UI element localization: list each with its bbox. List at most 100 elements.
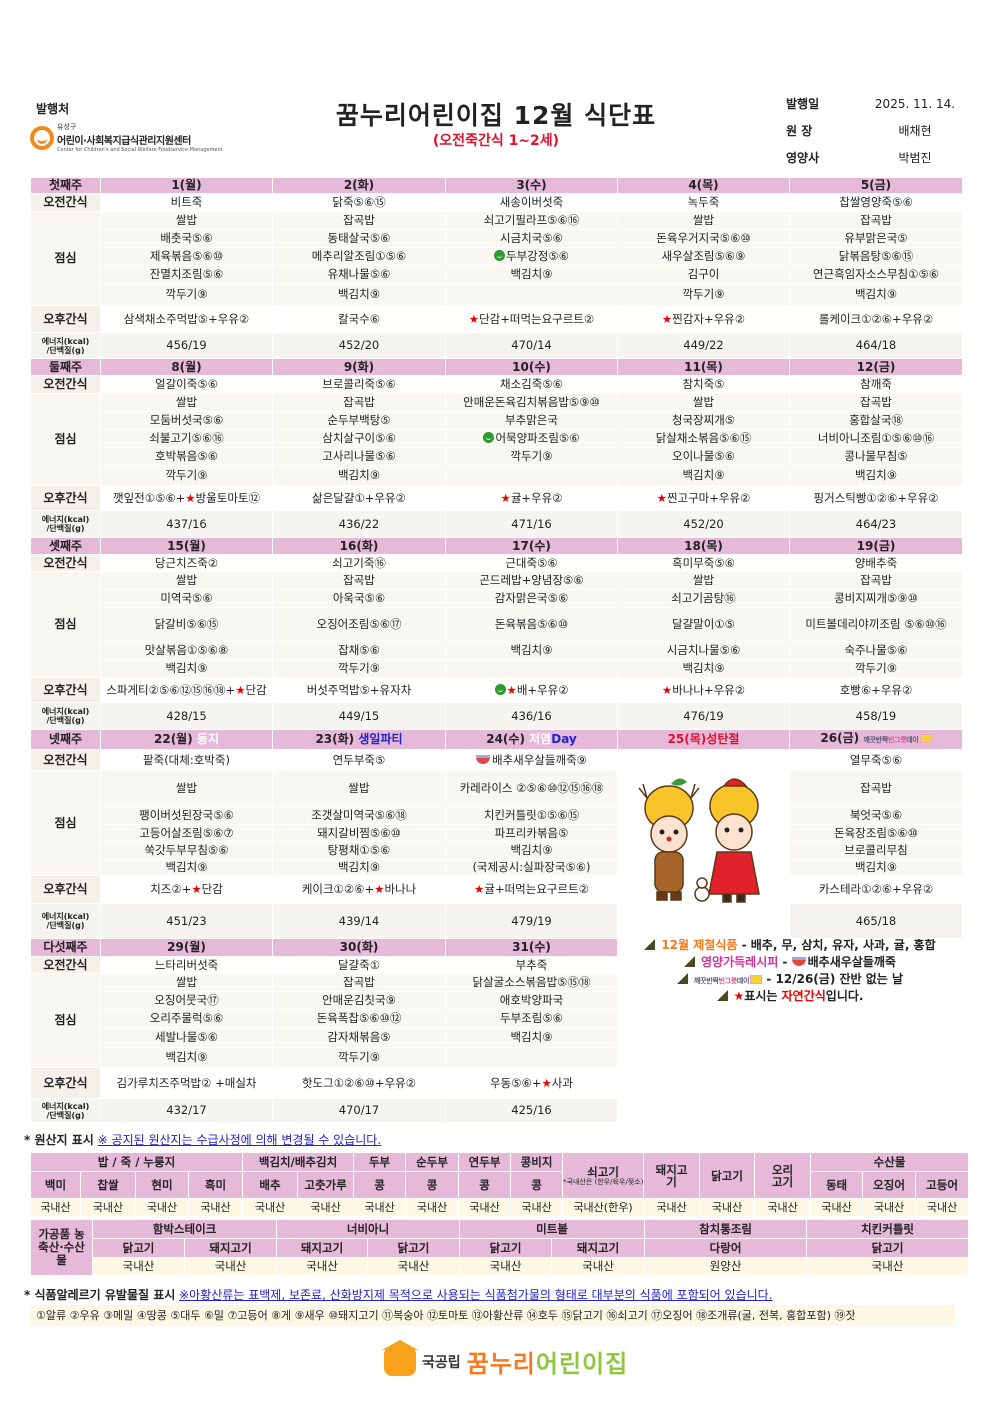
page-subtitle: (오전죽간식 1~2세): [432, 133, 560, 149]
lunch-item-cell: 유부맑은국⑤: [789, 229, 963, 248]
day-date: 16(화): [339, 538, 379, 553]
morning-snack-cell: 비트죽: [100, 193, 273, 212]
row-label: 점심: [30, 973, 101, 1068]
lunch-item-cell: 달걀말이①⑤: [617, 607, 790, 642]
menu-item-text: 깍두기⑨: [165, 287, 208, 301]
menu-item-text: 달걀말이①⑤: [672, 617, 735, 631]
afternoon-snack-cell: ★귤+우유②: [445, 485, 618, 511]
lunch-item-cell: 홍합살국⑱: [789, 411, 963, 430]
morning-snack-row: 오전간식 얼갈이죽⑤⑥ 브로콜리죽⑤⑥ 채소김죽⑤⑥ 참치죽⑤ 참깨죽: [30, 375, 963, 394]
menu-item-text: 오리주물럭⑤⑥: [149, 1011, 224, 1025]
lunch-item-cell: 맛살볶음①⑤⑥⑧: [100, 641, 273, 660]
lunch-item-cell: 백김치⑨: [272, 465, 446, 486]
week-header-row: 첫째주 1(월) 2(화) 3(수) 4(목) 5(금): [30, 177, 963, 194]
note-seasonal: 12월 제철식품 - 배추, 무, 삼치, 유자, 사과, 귤, 홍합: [620, 939, 960, 957]
menu-item-text: 깍두기⑨: [165, 468, 208, 482]
afternoon-snack-cell: 호빵⑥+우유②: [789, 677, 963, 703]
menu-item-text: 찐고구마+우유②: [666, 490, 751, 505]
morning-snack-cell: 느타리버섯죽: [100, 956, 273, 974]
lunch-item-cell: 삼치살구이⑤⑥: [272, 429, 446, 448]
publisher-label: 발행처: [36, 102, 70, 116]
menu-item-text: 순두부백탕⑤: [327, 413, 391, 427]
origin-heading: * 원산지 표시 ※ 공지된 원산지는 수급사정에 의해 변경될 수 있습니다.: [24, 1131, 381, 1148]
energy-row: 에너지(kcal)/단백질(g) 432/17 470/17 425/16: [30, 1098, 963, 1123]
page-title: 꿈누리어린이집 12월 식단표: [335, 101, 657, 130]
menu-item-text: 녹두죽: [687, 195, 720, 209]
menu-item-text: 삼색채소주먹밥⑤+우유②: [123, 311, 250, 326]
energy-value: 458/19: [789, 702, 963, 730]
lunch-row: 깍두기⑨ 백김치⑨ 깍두기⑨ 백김치⑨: [31, 283, 963, 306]
day-header: 31(수): [445, 938, 618, 957]
lunch-row: 배춧국⑤⑥ 동태살국⑤⑥ 시금치국⑤⑥ 돈육우거지국⑤⑥⑩ 유부맑은국⑤: [31, 229, 963, 248]
energy-value: 470/17: [272, 1098, 446, 1123]
row-label: 에너지(kcal)/단백질(g): [30, 702, 101, 730]
week-header-row: 셋째주 15(월) 16(화) 17(수) 18(목) 19(금): [30, 537, 963, 555]
menu-item-text: 바나나+우유②: [672, 682, 746, 697]
menu-item-text: 채소김죽⑤⑥: [500, 377, 563, 391]
lunch-row: 고등어살조림⑤⑥⑦ 돼지갈비찜⑤⑥⑩ 파프리카볶음⑤ 돈육장조림⑤⑥⑩: [31, 824, 963, 842]
notes-panel: 12월 제철식품 - 배추, 무, 삼치, 유자, 사과, 귤, 홍합 영양가득레…: [617, 938, 963, 1123]
note-text: 입니다.: [825, 989, 864, 1003]
origin-value: 국내산: [643, 1198, 701, 1217]
menu-item-text: 애호박양파국: [499, 993, 564, 1007]
allergy-notice-link[interactable]: ※아황산류는 표백제, 보존료, 산화방지제 목적으로 사용되는 식품첨가물의 …: [179, 1288, 773, 1302]
day-header: 12(금): [789, 358, 963, 376]
energy-label: 에너지(kcal): [41, 515, 90, 524]
row-label: 오전간식: [30, 554, 101, 572]
origin-value: 국내산: [458, 1198, 512, 1217]
lunch-item-cell: 메추리알조림①⑤⑥: [272, 247, 446, 266]
day-date: 25(목)성탄절: [667, 732, 740, 746]
menu-item-text: 동태살국⑤⑥: [327, 231, 391, 245]
row-label: 오후간식: [30, 305, 101, 333]
issue-meta: 발행일 2025. 11. 14. 원 장 배채현 영양사 박범진: [786, 90, 970, 171]
afternoon-snack-cell: ★귤+떠먹는요구르트②: [445, 875, 618, 904]
week-label: 셋째주: [30, 537, 101, 555]
menu-item-text: 탕평채①⑤⑥: [327, 843, 391, 857]
origin-item: 현미: [135, 1171, 189, 1199]
morning-snack-row: 오전간식 당근치즈죽② 쇠고기죽⑯ 근대죽⑤⑥ 흑미무죽⑤⑥ 양배추죽: [30, 554, 963, 572]
lunch-item-cell: 쌀밥: [272, 770, 446, 807]
menu-item-text: 단감: [201, 882, 223, 896]
day-event-tag: Day: [551, 732, 577, 746]
menu-item-text: 쑥갓두부무침⑤⑥: [144, 843, 229, 857]
menu-item-text: 새우살조림⑤⑥⑨: [661, 249, 746, 263]
day-date: 29(월): [167, 940, 206, 954]
origin-group: 두부: [353, 1152, 407, 1172]
menu-item-text: 부추죽: [515, 957, 548, 972]
menu-item-text: 느타리버섯죽: [154, 957, 219, 972]
day-date: 2(화): [343, 178, 375, 192]
lunch-item-cell: 두부강정⑤⑥: [445, 247, 618, 266]
afternoon-snack-cell: 핫도그①②⑥⑩+우유②: [272, 1067, 446, 1099]
protein-label: /단백질(g): [46, 345, 85, 355]
menu-item-text: 삶은달걀①+우유②: [312, 490, 406, 505]
origin-group: 쇠고기: [587, 1164, 619, 1179]
badge-part: 빈그릇: [887, 736, 907, 744]
origin-item: 콩: [458, 1171, 512, 1199]
note-clean-plate: 깨끗반짝빈그릇데이 - 12/26(금) 잔반 없는 날: [620, 973, 960, 990]
lunch-item-cell: 백김치⑨: [789, 859, 963, 876]
footer-name-1: 꿈누리: [466, 1350, 536, 1378]
afternoon-snack-cell: ★단감+떠먹는요구르트②: [445, 305, 618, 333]
origin-value: 국내산: [80, 1198, 136, 1217]
afternoon-snack-cell: ★바나나+우유②: [617, 677, 790, 703]
lunch-item-cell: 백김치⑨: [789, 465, 963, 486]
energy-value: 465/18: [789, 903, 963, 939]
afternoon-snack-cell: 깻잎전①⑤⑥+★방울토마토⑫: [100, 485, 273, 511]
lunch-item-cell: 닭살굴소스볶음밥⑤⑮⑱: [445, 973, 618, 992]
day-header: 23(화) 생일파티: [272, 729, 446, 750]
lunch-item-cell: 오이나물⑤⑥: [617, 447, 790, 466]
badge-part: 데이: [906, 736, 919, 744]
lunch-item-cell: 쌀밥: [100, 973, 273, 992]
menu-item-text: 핫도그①②⑥⑩+우유②: [301, 1075, 417, 1090]
energy-value: 470/14: [445, 332, 618, 359]
lunch-item-cell: 잡곡밥: [272, 973, 446, 992]
row-label: 에너지(kcal)/단백질(g): [30, 903, 101, 939]
menu-item-text: 미트볼데리야끼조림 ⑤⑥⑩⑯: [805, 617, 947, 631]
afternoon-snack-cell: 케이크①②⑥+★바나나: [272, 875, 446, 904]
lunch-item-cell: 제육볶음⑤⑥⑩: [100, 247, 273, 266]
menu-item-text: 백김치⑨: [337, 468, 381, 482]
menu-item-text: 깍두기⑨: [854, 661, 898, 675]
menu-item-text: 닭살굴소스볶음밥⑤⑮⑱: [472, 975, 591, 989]
origin-notice-link[interactable]: ※ 공지된 원산지는 수급사정에 의해 변경될 수 있습니다.: [97, 1133, 382, 1147]
menu-item-text: 깍두기⑨: [682, 287, 725, 301]
